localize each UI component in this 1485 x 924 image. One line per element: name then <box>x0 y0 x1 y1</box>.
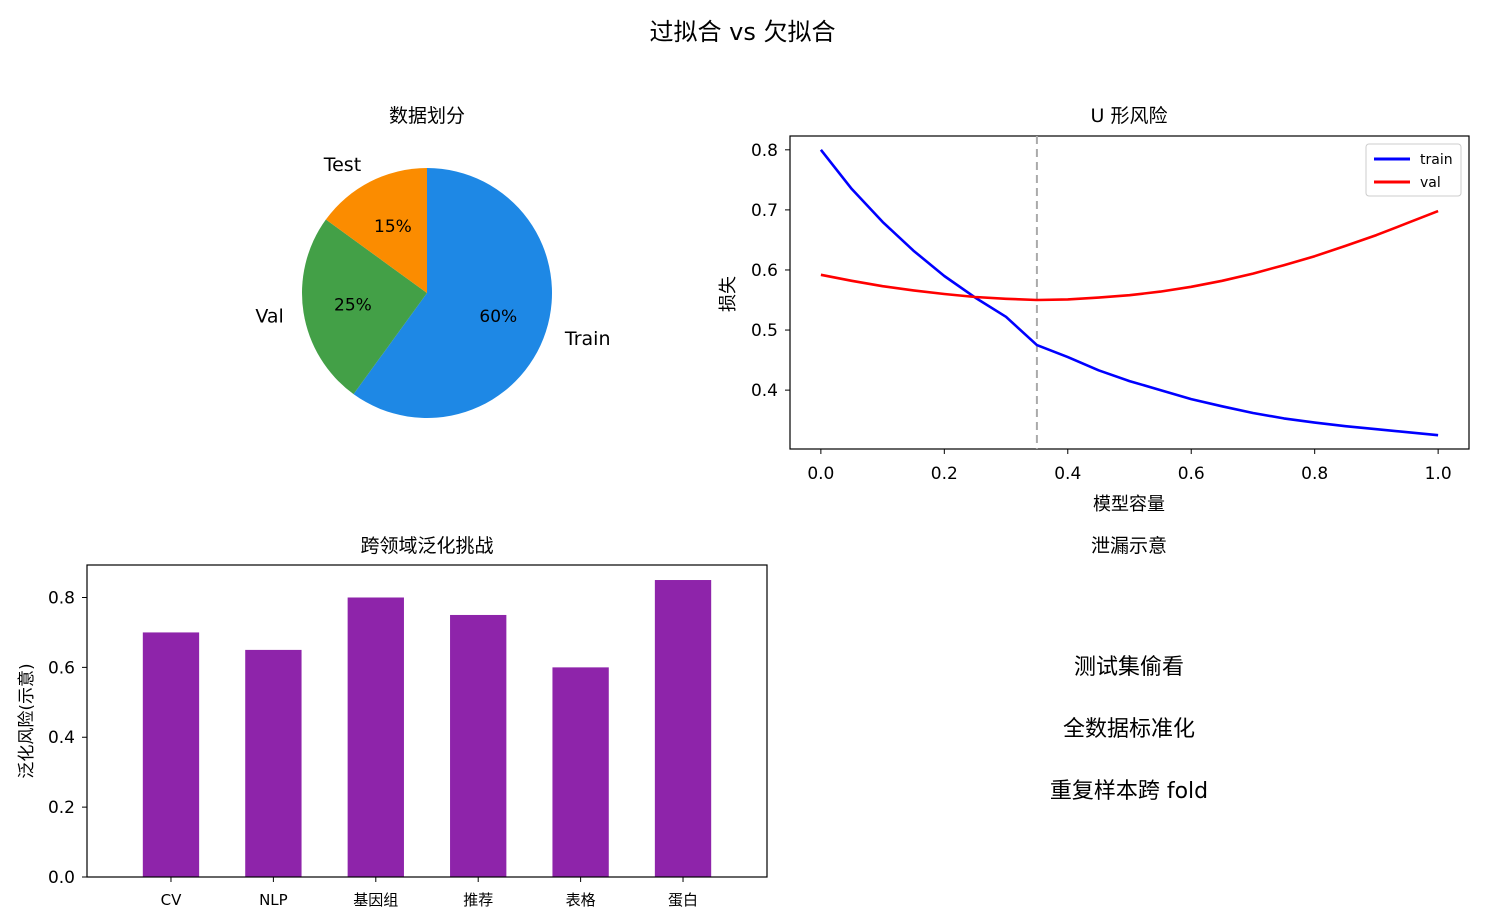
y-tick-label: 0.4 <box>48 728 75 748</box>
x-tick-label: 1.0 <box>1425 464 1452 484</box>
pie-label: Test <box>323 154 361 176</box>
legend-label-train: train <box>1420 152 1453 168</box>
leak-panel-title: 泄漏示意 <box>1091 535 1167 557</box>
pie-percent-label: 15% <box>374 217 412 237</box>
pie-chart-panel: 数据划分 Train 60% Val 25% Test 15% <box>255 105 610 418</box>
y-tick-label: 0.2 <box>48 798 75 818</box>
x-tick-label: 0.8 <box>1301 464 1328 484</box>
bar-2 <box>347 597 404 877</box>
pie-slice-val <box>302 219 427 395</box>
pie-percent-label: 60% <box>479 307 517 327</box>
x-tick-label: 推荐 <box>463 891 493 909</box>
line-plot-area: 0.0 0.2 0.4 0.6 0.8 1.0 0.4 0.5 0.6 0.7 0.8 <box>751 135 1470 484</box>
pie-slice-test <box>325 168 427 293</box>
x-tick-label: 0.2 <box>931 464 958 484</box>
x-tick-label: 基因组 <box>353 891 398 909</box>
bar-chart-panel: 跨领域泛化挑战 CV NLP 基因组 推荐 表格 蛋白 0.0 0.2 0.4 0.6 0.8 泛化… <box>17 535 768 909</box>
line-x-axis-label: 模型容量 <box>1093 494 1165 515</box>
series-line-val <box>820 209 1439 302</box>
y-tick-label: 0.6 <box>751 261 778 281</box>
y-tick-label: 0.4 <box>751 381 778 401</box>
y-tick-label: 0.7 <box>751 201 778 221</box>
bar-5 <box>654 580 712 877</box>
legend-label-val: val <box>1420 175 1441 191</box>
leak-item: 测试集偷看 <box>1074 655 1184 680</box>
bar-1 <box>245 649 302 877</box>
y-tick-label: 0.6 <box>48 658 75 678</box>
y-tick-label: 0.8 <box>48 588 75 608</box>
x-tick-label: NLP <box>259 891 288 909</box>
bar-0 <box>142 632 200 877</box>
bar-chart-title: 跨领域泛化挑战 <box>360 535 493 557</box>
leak-item: 重复样本跨 fold <box>1050 779 1208 804</box>
x-tick-label: 0.0 <box>807 464 834 484</box>
x-tick-label: 0.6 <box>1178 464 1205 484</box>
pie-label: Train <box>564 328 611 350</box>
pie-chart-title: 数据划分 <box>389 105 465 127</box>
pie-slice-train <box>353 168 552 418</box>
x-tick-label: CV <box>161 891 182 909</box>
bar-axes-frame <box>86 564 768 878</box>
y-tick-label: 0.5 <box>751 321 778 341</box>
x-tick-label: 蛋白 <box>668 891 698 909</box>
pie-percent-label: 25% <box>334 296 372 316</box>
x-tick-label: 表格 <box>566 891 596 909</box>
bar-3 <box>450 614 507 877</box>
line-chart-title: U 形风险 <box>1091 105 1168 127</box>
pie-slices: Train 60% Val 25% Test 15% <box>255 154 610 418</box>
y-tick-label: 0.0 <box>48 868 75 888</box>
line-chart-panel: U 形风险 0.0 0.2 0.4 0.6 0.8 1.00.40.50.60.70.8 … <box>718 105 1470 515</box>
line-legend: train val <box>1365 143 1462 197</box>
leak-item: 全数据标准化 <box>1063 717 1195 742</box>
y-tick-label: 0.8 <box>751 141 778 161</box>
figure-title: 过拟合 vs 欠拟合 <box>649 18 836 46</box>
line-axes-frame <box>789 135 1470 450</box>
pie-label: Val <box>255 306 283 328</box>
bar-4 <box>552 667 609 877</box>
leak-panel: 泄漏示意 测试集偷看 全数据标准化 重复样本跨 fold <box>1050 535 1208 804</box>
line-y-axis-label: 损失 <box>718 276 739 312</box>
x-tick-label: 0.4 <box>1054 464 1081 484</box>
bar-y-axis-label: 泛化风险(示意) <box>17 663 37 778</box>
bar-plot-area: CV NLP 基因组 推荐 表格 蛋白 0.0 0.2 0.4 0.6 0.8 <box>48 564 768 909</box>
series-line-train <box>819 148 1439 437</box>
